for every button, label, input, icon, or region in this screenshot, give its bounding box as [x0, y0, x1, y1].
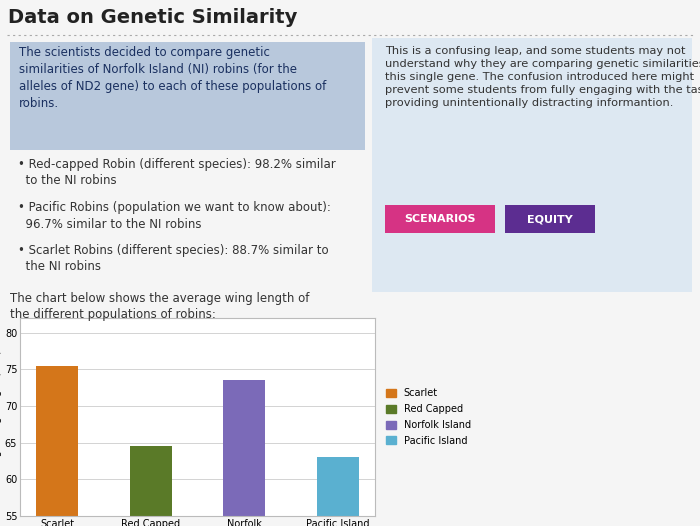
Y-axis label: Average Wing Length (mm): Average Wing Length (mm)	[0, 350, 2, 484]
Bar	[36, 366, 78, 526]
Text: This is a confusing leap, and some students may not
understand why they are comp: This is a confusing leap, and some stude…	[385, 46, 700, 108]
Text: The chart below shows the average wing length of
the different populations of ro: The chart below shows the average wing l…	[10, 292, 309, 321]
Legend: Scarlet, Red Capped, Norfolk Island, Pacific Island: Scarlet, Red Capped, Norfolk Island, Pac…	[384, 386, 474, 449]
Text: SCENARIOS: SCENARIOS	[405, 214, 476, 224]
FancyBboxPatch shape	[385, 205, 495, 233]
Bar	[223, 380, 265, 526]
Bar	[130, 447, 172, 526]
Text: • Red-capped Robin (different species): 98.2% similar
  to the NI robins: • Red-capped Robin (different species): …	[18, 158, 336, 187]
FancyBboxPatch shape	[505, 205, 595, 233]
Text: EQUITY: EQUITY	[527, 214, 573, 224]
FancyBboxPatch shape	[372, 38, 692, 292]
Text: The scientists decided to compare genetic
similarities of Norfolk Island (NI) ro: The scientists decided to compare geneti…	[19, 46, 326, 110]
Text: • Scarlet Robins (different species): 88.7% similar to
  the NI robins: • Scarlet Robins (different species): 88…	[18, 244, 328, 274]
Text: Data on Genetic Similarity: Data on Genetic Similarity	[8, 8, 298, 27]
Bar	[317, 457, 359, 526]
Text: • Pacific Robins (population we want to know about):
  96.7% similar to the NI r: • Pacific Robins (population we want to …	[18, 201, 331, 230]
FancyBboxPatch shape	[10, 42, 365, 150]
